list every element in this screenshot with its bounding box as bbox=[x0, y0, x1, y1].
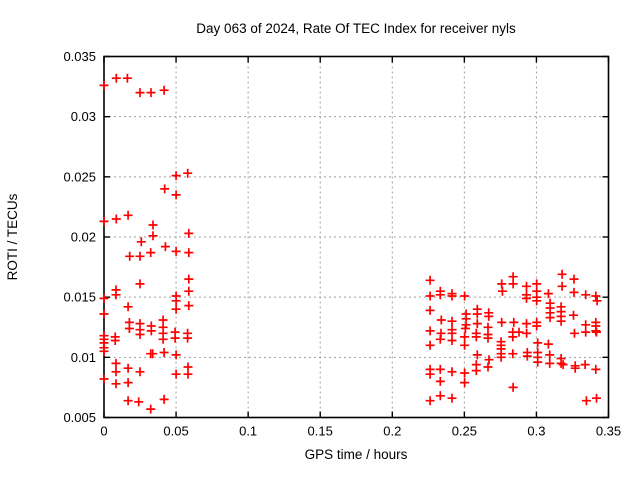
x-tick-labels: 0 0.05 0.1 0.15 0.2 0.25 0.3 0.35 bbox=[100, 424, 621, 439]
x-tick-label: 0.35 bbox=[596, 424, 621, 439]
chart-title: Day 063 of 2024, Rate Of TEC Index for r… bbox=[196, 21, 516, 36]
x-tick-label: 0.3 bbox=[527, 424, 545, 439]
y-tick-label: 0.03 bbox=[71, 109, 96, 124]
scatter-points bbox=[99, 73, 602, 414]
x-tick-label: 0.15 bbox=[308, 424, 333, 439]
y-tick-labels: 0.005 0.01 0.015 0.02 0.025 0.03 0.035 bbox=[63, 49, 96, 425]
y-tick-label: 0.015 bbox=[63, 290, 96, 305]
y-tick-label: 0.02 bbox=[71, 230, 96, 245]
x-tick-label: 0 bbox=[100, 424, 107, 439]
y-axis-label: ROTI / TECUs bbox=[5, 193, 20, 280]
grid-lines bbox=[104, 56, 609, 418]
scatter-point-markers bbox=[99, 73, 602, 414]
x-tick-label: 0.05 bbox=[163, 424, 188, 439]
x-tick-label: 0.2 bbox=[383, 424, 401, 439]
axis-ticks bbox=[103, 55, 610, 419]
y-tick-label: 0.005 bbox=[63, 410, 96, 425]
y-tick-label: 0.025 bbox=[63, 169, 96, 184]
x-tick-label: 0.25 bbox=[452, 424, 477, 439]
y-tick-label: 0.035 bbox=[63, 49, 96, 64]
x-axis-label: GPS time / hours bbox=[305, 447, 408, 462]
y-tick-label: 0.01 bbox=[71, 350, 96, 365]
x-tick-label: 0.1 bbox=[239, 424, 257, 439]
